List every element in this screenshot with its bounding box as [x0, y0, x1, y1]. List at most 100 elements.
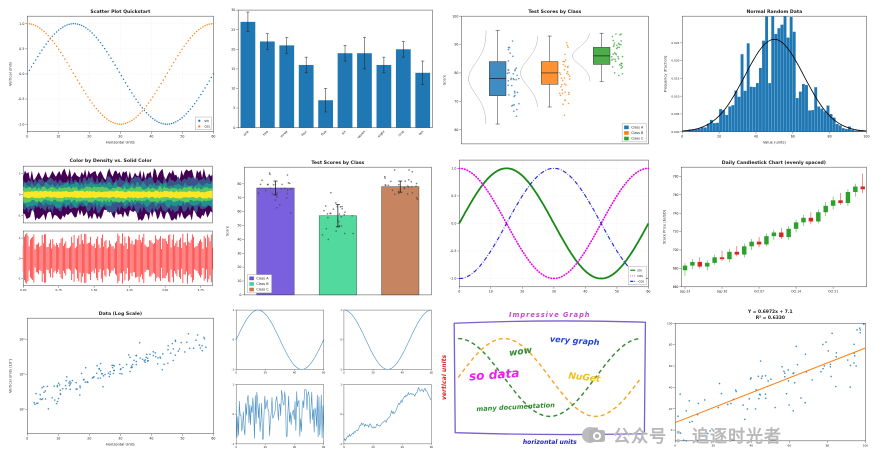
svg-text:1: 1: [232, 308, 234, 312]
svg-text:Daily Candlestick Chart (evenl: Daily Candlestick Chart (evenly spaced): [721, 160, 825, 166]
svg-text:50: 50: [615, 289, 619, 293]
svg-text:80: 80: [668, 343, 672, 347]
svg-text:1: 1: [340, 382, 342, 386]
svg-text:2.25: 2.25: [127, 288, 133, 292]
svg-text:700: 700: [672, 248, 678, 252]
svg-text:Horizontal Units: Horizontal Units: [106, 140, 135, 144]
svg-text:80: 80: [825, 443, 829, 447]
svg-text:Sep 23: Sep 23: [679, 289, 690, 293]
svg-text:40: 40: [149, 436, 153, 440]
svg-text:0: 0: [239, 293, 241, 297]
chart-canvas-candlestick: 660 680 700 720 740 760 780 Daily Candlestick C…: [662, 160, 867, 293]
svg-text:Class B: Class B: [631, 131, 644, 135]
svg-text:20: 20: [231, 47, 235, 51]
watermark-text: 公众号 ：追逐时光者: [613, 427, 782, 447]
svg-text:30: 30: [231, 8, 235, 12]
svg-text:Score: Score: [225, 225, 229, 236]
svg-text:Class B: Class B: [256, 282, 269, 286]
chart-canvas-histogram-normal: 0 20 40 60 80 100 0.000 0.005 0.010 0.015 0.020 0.0…: [663, 9, 869, 144]
svg-text:40: 40: [668, 385, 672, 389]
svg-text:cos: cos: [637, 274, 643, 278]
svg-text:5: 5: [233, 106, 235, 110]
svg-text:60: 60: [790, 134, 794, 138]
svg-text:40: 40: [292, 371, 296, 375]
svg-text:ten: ten: [417, 130, 424, 137]
svg-text:30: 30: [552, 289, 556, 293]
svg-text:10: 10: [237, 279, 241, 283]
svg-text:60: 60: [668, 364, 672, 368]
svg-text:100: 100: [452, 14, 458, 18]
svg-text:3.75: 3.75: [197, 288, 203, 292]
svg-text:0: 0: [26, 134, 28, 138]
svg-text:Test Scores by Class: Test Scores by Class: [311, 160, 364, 166]
svg-text:0: 0: [233, 126, 235, 130]
chart-scatter-quickstart: 0 10 20 30 40 50 60 -1.0 -0.5 0.0 0.5 1.0 Scatter Pl…: [3, 3, 219, 152]
svg-text:60: 60: [787, 443, 791, 447]
chart-canvas-trig-lines: 0 10 20 30 40 50 60 -1.0 -0.5 0.0 0.5 1.0 sin cos -cos: [450, 159, 651, 293]
svg-text:40: 40: [753, 134, 757, 138]
svg-text:100: 100: [666, 321, 672, 325]
svg-text:50: 50: [180, 436, 184, 440]
camera-icon: [582, 425, 606, 445]
svg-text:10⁴: 10⁴: [19, 337, 25, 341]
svg-text:0: 0: [343, 445, 345, 449]
svg-text:Normal Random Data: Normal Random Data: [746, 9, 802, 15]
svg-text:100: 100: [863, 134, 869, 138]
svg-text:Value (units): Value (units): [762, 140, 785, 144]
svg-text:0: 0: [670, 428, 672, 432]
svg-text:40: 40: [583, 289, 587, 293]
svg-text:Oct 07: Oct 07: [754, 289, 764, 293]
svg-text:60: 60: [237, 210, 241, 214]
svg-text:10³: 10³: [19, 372, 25, 376]
chart-box-scores: 60 70 80 90 100 Test Scores by Class Score Clas…: [438, 3, 654, 152]
svg-text:0: 0: [232, 338, 234, 342]
chart-canvas-bar-errorbars: 0 5 10 15 20 25 30 one two three four five six seven e…: [231, 8, 433, 139]
svg-text:15: 15: [231, 67, 235, 71]
svg-text:720: 720: [672, 230, 678, 234]
svg-text:10: 10: [56, 134, 60, 138]
svg-text:-0.5: -0.5: [450, 249, 456, 253]
svg-text:20: 20: [263, 371, 267, 375]
svg-text:1.50: 1.50: [91, 288, 97, 292]
svg-text:very graph: very graph: [550, 334, 600, 347]
svg-text:3.00: 3.00: [162, 288, 168, 292]
chart-canvas-regression: 0 20 40 60 80 100 0 20 40 60 80 100 Y = 0.6972x + 7.…: [666, 309, 868, 447]
svg-text:10: 10: [489, 289, 493, 293]
svg-text:60: 60: [429, 371, 433, 375]
svg-text:40: 40: [149, 134, 153, 138]
svg-text:1: 1: [232, 382, 234, 386]
svg-text:Y = 0.6972x + 7.1: Y = 0.6972x + 7.1: [747, 309, 793, 315]
svg-text:R² = 0.6330: R² = 0.6330: [755, 315, 784, 321]
chart-canvas-impressive-graph: Impressive Graph wow very graph so data NuGe…: [440, 311, 647, 446]
svg-text:50: 50: [237, 224, 241, 228]
svg-text:1: 1: [19, 236, 21, 240]
svg-text:60: 60: [211, 134, 215, 138]
svg-text:eight: eight: [376, 129, 385, 138]
chart-canvas-box-scores: 60 70 80 90 100 Test Scores by Class Score Clas…: [443, 9, 649, 145]
svg-text:0: 0: [340, 412, 342, 416]
svg-text:780: 780: [672, 174, 678, 178]
svg-text:Test Scores by Class: Test Scores by Class: [528, 9, 581, 15]
chart-density-color: Color by Density vs. Solid Color -1 0 1 -1 0 1…: [3, 154, 219, 303]
svg-text:0: 0: [340, 338, 342, 342]
svg-text:100: 100: [862, 443, 868, 447]
svg-text:20: 20: [711, 443, 715, 447]
svg-text:0.75: 0.75: [56, 288, 62, 292]
svg-text:Impressive Graph: Impressive Graph: [509, 311, 590, 319]
svg-text:1.0: 1.0: [19, 22, 24, 26]
svg-text:20: 20: [87, 134, 91, 138]
svg-text:Oct 21: Oct 21: [828, 289, 838, 293]
svg-text:0.025: 0.025: [671, 41, 679, 45]
svg-text:-1.0: -1.0: [18, 122, 24, 126]
chart-candlestick: 660 680 700 720 740 760 780 Daily Candlestick C…: [655, 154, 871, 303]
svg-text:30: 30: [237, 251, 241, 255]
chart-canvas-density-vs-solid: Color by Density vs. Solid Color -1 0 1 -1 0 1…: [18, 158, 213, 292]
chart-bar-errorbars: 0 5 10 15 20 25 30 one two three four five six seven e…: [220, 3, 436, 152]
svg-text:-1: -1: [339, 367, 342, 371]
svg-text:Horizontal Units: Horizontal Units: [106, 442, 135, 446]
svg-text:five: five: [320, 130, 327, 137]
svg-text:50: 50: [180, 134, 184, 138]
chart-xkcd-impressive: Impressive Graph wow very graph so data NuGe…: [438, 305, 654, 454]
svg-text:60: 60: [211, 436, 215, 440]
chart-canvas-bar-scores: 0 10 20 30 40 50 60 70 80 Test Scores by Class Sco…: [225, 160, 432, 297]
